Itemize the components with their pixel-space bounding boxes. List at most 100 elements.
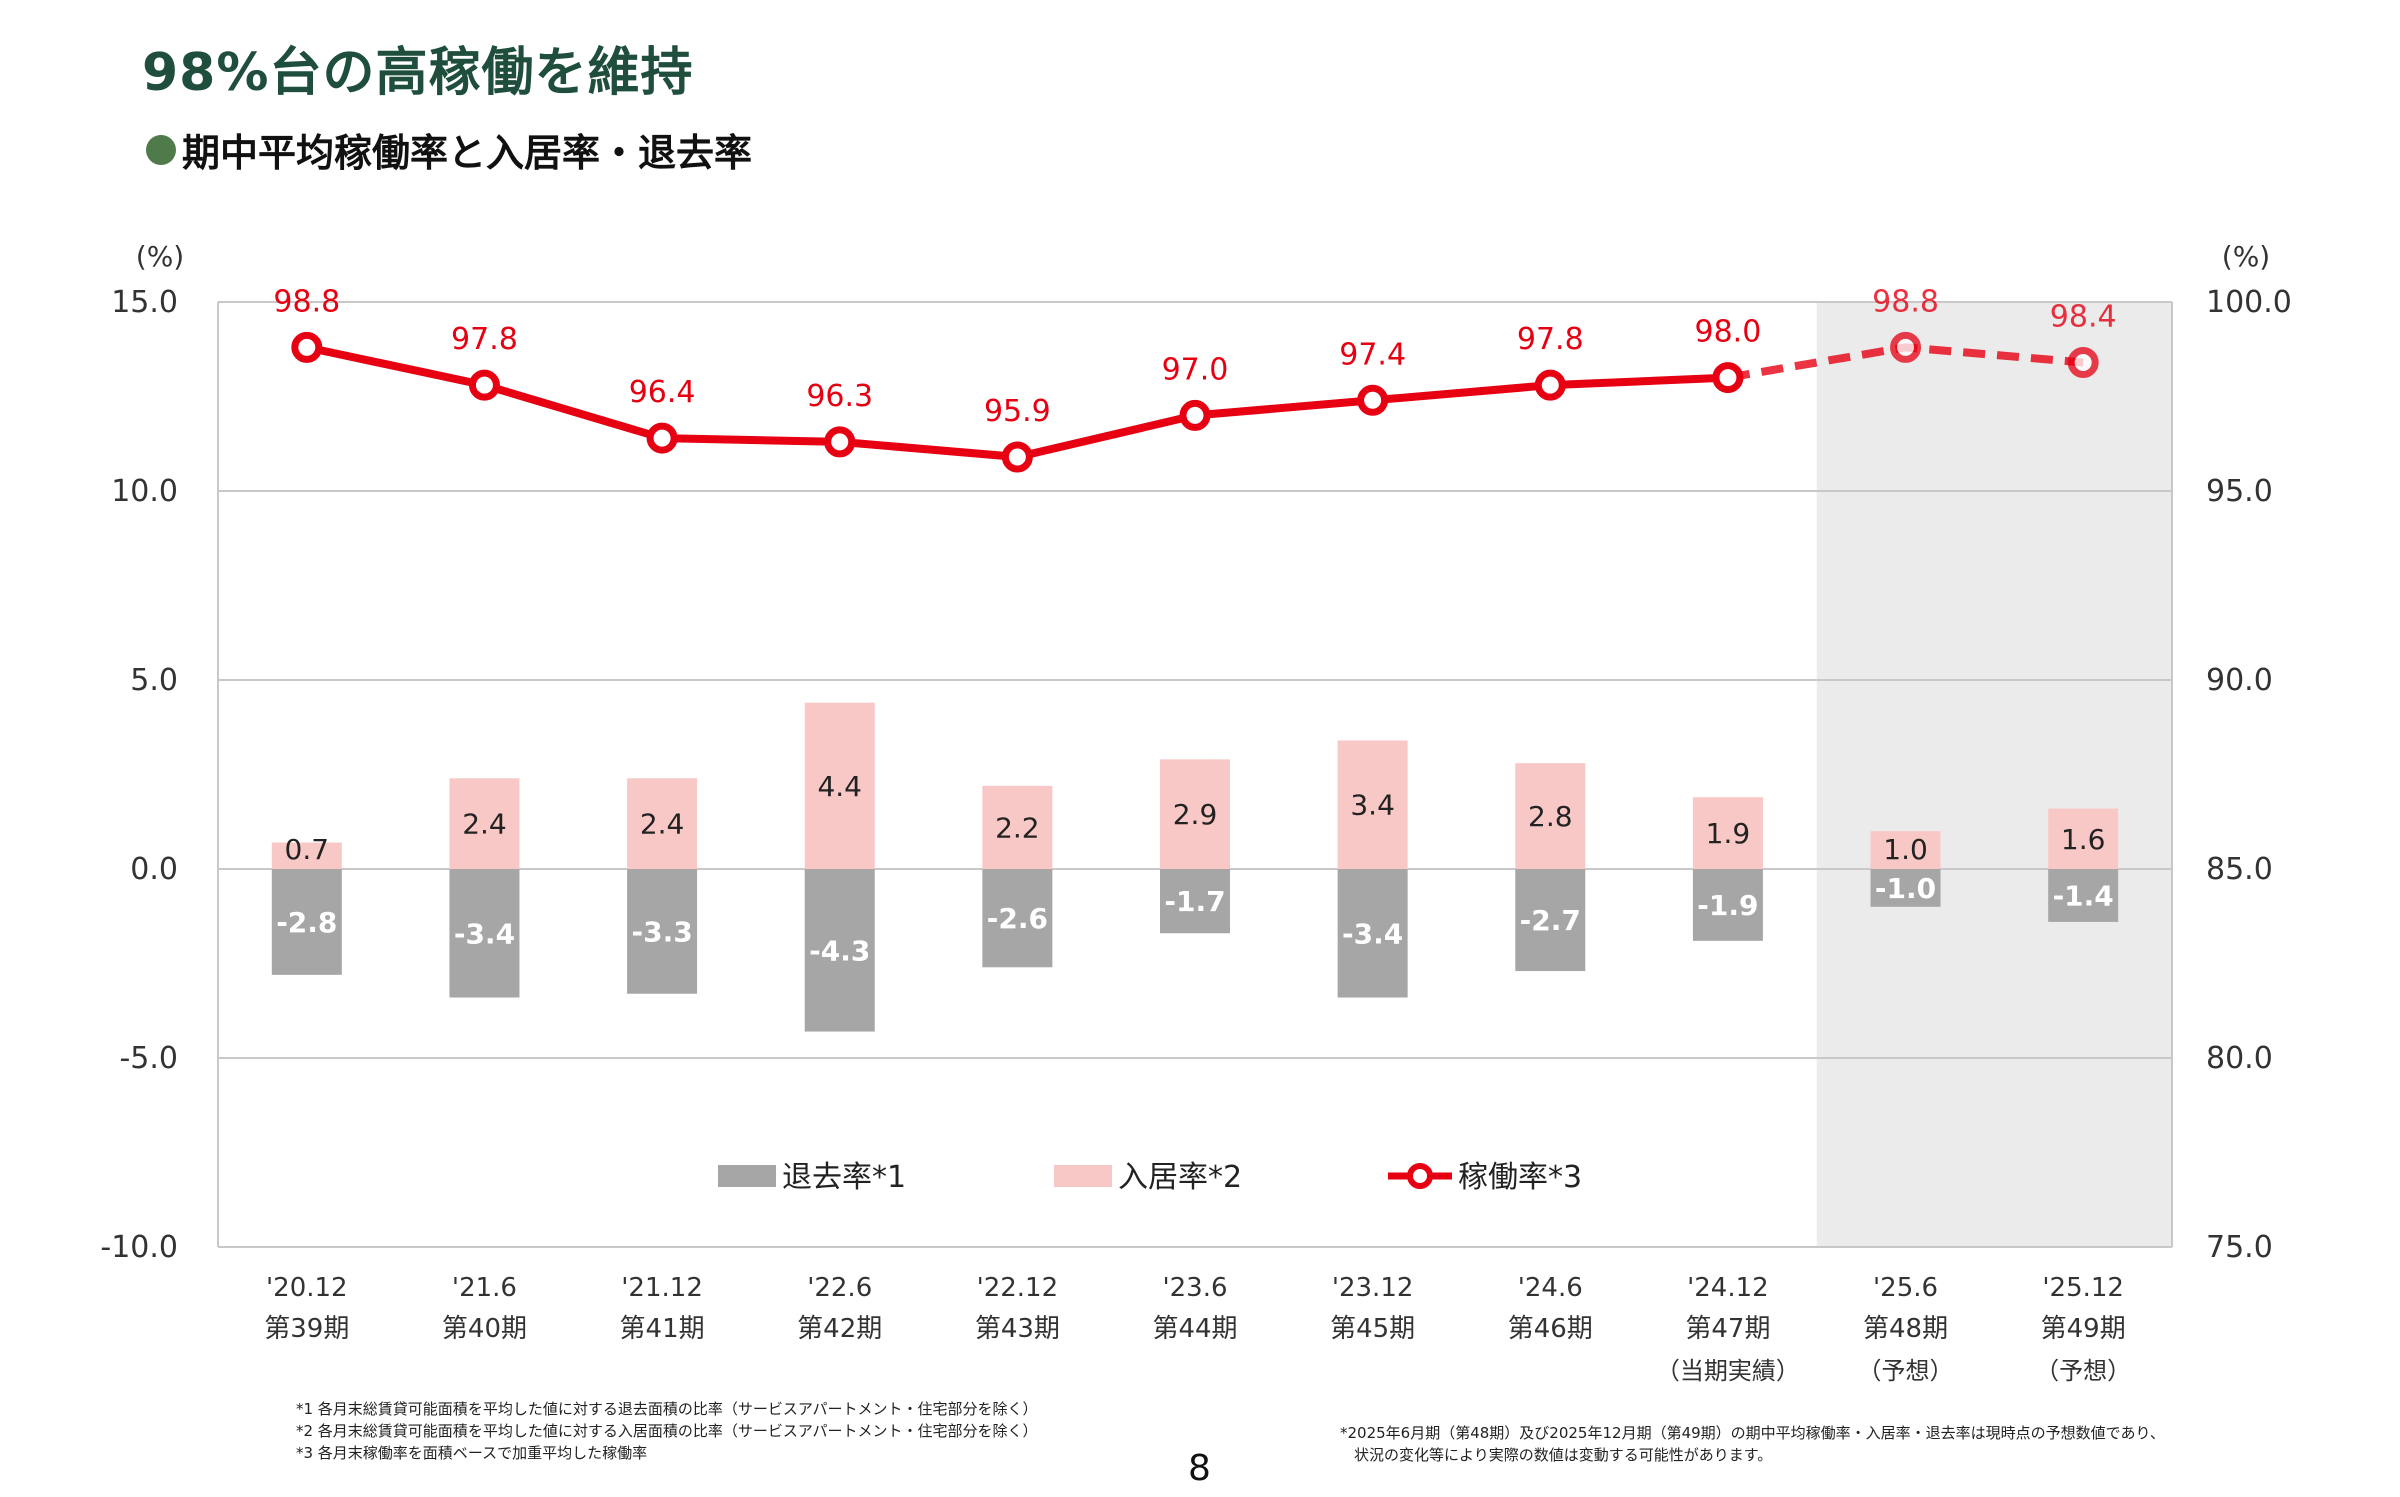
move-out-bar: [627, 869, 698, 994]
occupancy-marker: [2067, 346, 2099, 378]
x-note-label: （予想）: [2035, 1357, 2131, 1385]
occupancy-label: 97.8: [1517, 322, 1584, 357]
forecast-region: [1816, 302, 2172, 1247]
x-period-label: 第46期: [1508, 1314, 1593, 1344]
x-period-label: 第49期: [2041, 1314, 2126, 1344]
move-in-bar: [627, 778, 698, 869]
occupancy-marker: [1534, 369, 1566, 401]
occupancy-label: 97.4: [1339, 337, 1406, 372]
x-period-label: 第45期: [1330, 1314, 1415, 1344]
move-in-bar: [1870, 831, 1941, 869]
subtitle-row: 期中平均稼働率と入居率・退去率: [146, 122, 752, 177]
occupancy-label: 96.4: [629, 375, 696, 410]
move-out-label: -1.0: [1875, 872, 1936, 905]
move-out-bar: [449, 869, 520, 998]
move-out-bar: [271, 869, 342, 975]
move-in-bar: [1515, 763, 1586, 869]
y-right-tick-label: 75.0: [2206, 1230, 2273, 1265]
page-title: 98%台の高稼働を維持: [142, 43, 694, 103]
move-out-label: -2.8: [276, 906, 337, 939]
x-note-label: （予想）: [1858, 1357, 1954, 1385]
move-out-bar: [1515, 869, 1586, 972]
legend-move-in-swatch: [1054, 1165, 1112, 1187]
move-in-label: 0.7: [285, 833, 330, 866]
move-out-bar: [1870, 869, 1941, 907]
occupancy-label: 97.0: [1162, 352, 1229, 387]
move-in-bar: [1160, 759, 1230, 869]
move-in-bar: [804, 702, 875, 869]
x-tick-label: '20.12: [266, 1273, 348, 1303]
move-out-bar: [804, 869, 875, 1032]
y-left-unit: (%): [136, 240, 184, 273]
y-left-tick-label: -10.0: [100, 1230, 178, 1265]
x-period-label: 第41期: [620, 1314, 705, 1344]
move-in-label: 3.4: [1350, 789, 1395, 822]
move-out-label: -1.7: [1164, 885, 1225, 918]
footnote-1: *1 各月末総賃貸可能面積を平均した値に対する退去面積の比率（サービスアパートメ…: [296, 1400, 1038, 1418]
chart-subtitle: 期中平均稼働率と入居率・退去率: [182, 131, 753, 175]
footnote-3: *3 各月末稼働率を面積ベースで加重平均した稼働率: [296, 1444, 648, 1462]
move-in-label: 2.2: [995, 811, 1040, 844]
y-left-tick-label: -5.0: [119, 1041, 178, 1076]
x-tick-label: '21.6: [452, 1273, 517, 1303]
x-period-label: 第48期: [1863, 1314, 1948, 1344]
x-period-label: 第47期: [1685, 1314, 1770, 1344]
x-tick-label: '22.6: [807, 1273, 872, 1303]
move-in-bar: [271, 842, 342, 869]
x-tick-label: '25.12: [2042, 1273, 2124, 1303]
move-in-label: 1.6: [2061, 823, 2106, 856]
x-tick-label: '23.12: [1332, 1273, 1414, 1303]
footnote-2: *2 各月末総賃貸可能面積を平均した値に対する入居面積の比率（サービスアパートメ…: [296, 1422, 1038, 1440]
occupancy-label: 98.4: [2050, 299, 2117, 334]
y-left-tick-label: 0.0: [130, 852, 178, 887]
occupancy-marker: [1712, 362, 1744, 394]
footnotes-left: *1 各月末総賃貸可能面積を平均した値に対する退去面積の比率（サービスアパートメ…: [296, 1398, 1038, 1464]
y-right-unit: (%): [2222, 240, 2270, 273]
move-in-bar: [1692, 797, 1763, 869]
move-in-label: 2.4: [640, 808, 685, 841]
occupancy-label: 98.8: [1872, 284, 1939, 319]
y-right-tick-label: 95.0: [2206, 474, 2273, 509]
x-period-label: 第40期: [442, 1314, 527, 1344]
y-left-tick-label: 15.0: [111, 285, 178, 320]
occupancy-marker: [1890, 331, 1922, 363]
move-in-label: 2.4: [462, 808, 507, 841]
x-period-label: 第44期: [1152, 1314, 1237, 1344]
occupancy-label: 98.0: [1695, 315, 1762, 350]
y-left-tick-label: 5.0: [130, 663, 178, 698]
move-out-label: -3.3: [631, 915, 692, 948]
move-out-bar: [982, 869, 1053, 968]
move-in-label: 4.4: [817, 770, 862, 803]
move-out-label: -2.6: [987, 902, 1048, 935]
move-in-label: 2.9: [1173, 798, 1218, 831]
y-right-tick-label: 100.0: [2206, 285, 2292, 320]
y-right-tick-label: 80.0: [2206, 1041, 2273, 1076]
move-out-label: -4.3: [809, 934, 870, 967]
x-tick-label: '24.12: [1687, 1273, 1769, 1303]
occupancy-label: 96.3: [806, 379, 873, 414]
move-out-bar: [1692, 869, 1763, 941]
y-right-tick-label: 90.0: [2206, 663, 2273, 698]
x-tick-label: '21.12: [621, 1273, 703, 1303]
legend-occupancy-label: 稼働率*3: [1458, 1160, 1582, 1195]
bullet-icon: [146, 134, 176, 165]
footnotes-right: *2025年6月期（第48期）及び2025年12月期（第49期）の期中平均稼働率…: [1340, 1422, 2380, 1466]
occupancy-label: 98.8: [273, 284, 340, 319]
move-in-label: 1.9: [1706, 817, 1751, 850]
move-out-label: -3.4: [454, 917, 515, 950]
occupancy-marker: [291, 331, 323, 363]
y-left-tick-label: 10.0: [111, 474, 178, 509]
move-out-bar: [2048, 869, 2119, 922]
legend-move-out-label: 退去率*1: [782, 1160, 906, 1195]
y-right-tick-label: 85.0: [2206, 852, 2273, 887]
move-in-bar: [982, 785, 1053, 869]
x-tick-label: '23.6: [1162, 1273, 1227, 1303]
move-in-label: 2.8: [1528, 800, 1573, 833]
occupancy-label: 95.9: [984, 394, 1051, 429]
forecast-note-2: 状況の変化等により実際の数値は変動する可能性があります。: [1354, 1446, 1773, 1464]
move-out-bar: [1337, 869, 1408, 998]
x-tick-label: '22.12: [977, 1273, 1059, 1303]
x-period-label: 第43期: [975, 1314, 1060, 1344]
page-number: 8: [1188, 1448, 1211, 1489]
move-out-label: -2.7: [1520, 904, 1581, 937]
